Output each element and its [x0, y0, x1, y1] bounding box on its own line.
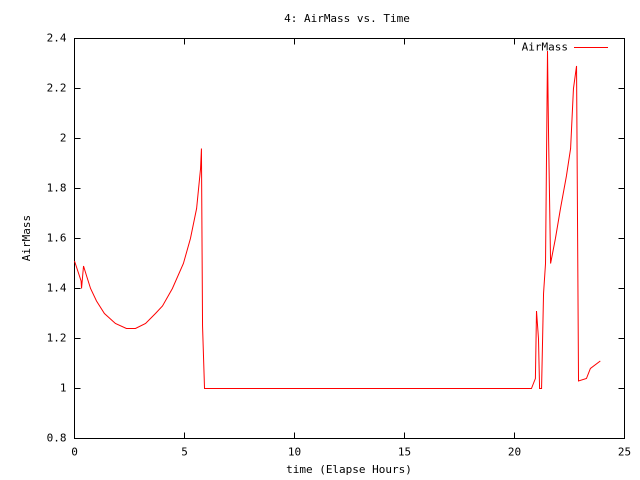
x-tick-label: 15 [398, 446, 411, 459]
y-tick-label: 1.2 [47, 332, 67, 345]
x-tick-label: 0 [71, 446, 78, 459]
y-tick-label: 1.6 [47, 232, 67, 245]
legend-label: AirMass [522, 41, 568, 54]
x-tick-label: 5 [181, 446, 188, 459]
y-tick-label: 1 [60, 382, 67, 395]
y-tick-label: 0.8 [47, 432, 67, 445]
y-tick-label: 2.2 [47, 82, 67, 95]
data-line [74, 50, 601, 389]
chart-title: 4: AirMass vs. Time [284, 12, 410, 25]
x-tick-label: 10 [288, 446, 301, 459]
y-tick-label: 2.4 [47, 32, 67, 45]
x-tick-label: 25 [618, 446, 631, 459]
x-tick-label: 20 [508, 446, 521, 459]
y-axis-label: AirMass [20, 215, 33, 261]
y-tick-label: 1.8 [47, 182, 67, 195]
y-tick-label: 1.4 [47, 282, 67, 295]
y-tick-label: 2 [60, 132, 67, 145]
x-axis-label: time (Elapse Hours) [286, 463, 412, 476]
